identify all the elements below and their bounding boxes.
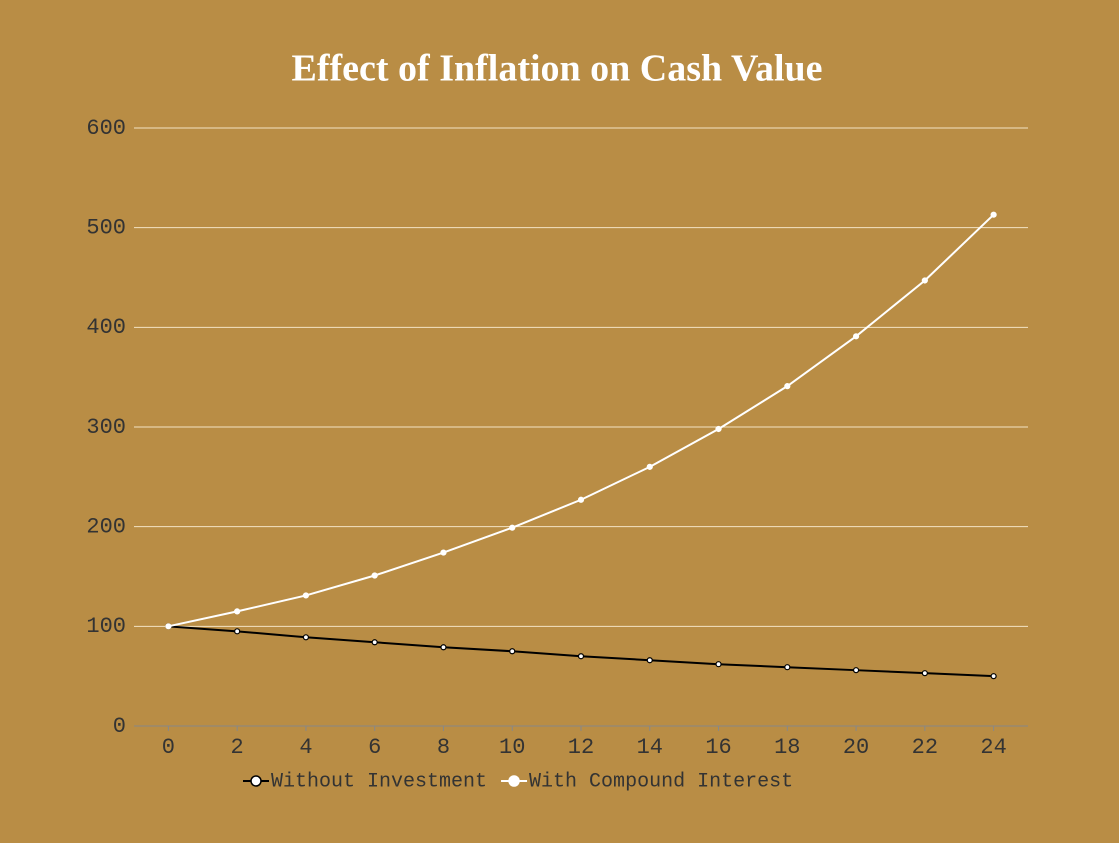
data-point xyxy=(784,664,791,671)
y-tick-label: 500 xyxy=(86,215,126,240)
legend-marker xyxy=(250,775,262,787)
x-tick-label: 16 xyxy=(705,735,731,760)
data-point xyxy=(577,496,585,503)
legend-item: Without Investment xyxy=(243,770,487,793)
y-tick-label: 100 xyxy=(86,614,126,639)
y-tick-label: 300 xyxy=(86,415,126,440)
data-point xyxy=(577,653,585,660)
data-point xyxy=(509,648,516,655)
y-tick-label: 200 xyxy=(86,514,126,539)
y-tick-label: 600 xyxy=(86,116,126,141)
data-point xyxy=(852,667,860,674)
data-point xyxy=(371,572,378,579)
y-tick-label: 400 xyxy=(86,315,126,340)
data-point xyxy=(371,639,378,646)
data-point xyxy=(234,608,241,615)
data-point xyxy=(715,425,722,433)
legend-item: With Compound Interest xyxy=(501,770,793,793)
series-line xyxy=(168,213,995,628)
data-point xyxy=(921,670,928,677)
x-tick-label: 24 xyxy=(980,735,1006,760)
data-point xyxy=(302,592,310,599)
data-point xyxy=(440,549,447,556)
x-tick-label: 6 xyxy=(368,735,381,760)
x-tick-label: 14 xyxy=(637,735,663,760)
data-point xyxy=(990,211,997,218)
data-point xyxy=(165,623,172,630)
x-tick-label: 20 xyxy=(843,735,869,760)
x-tick-label: 12 xyxy=(568,735,594,760)
chart-title: Effect of Inflation on Cash Value xyxy=(292,48,823,90)
data-point xyxy=(852,333,860,340)
legend-label: With Compound Interest xyxy=(529,770,793,793)
data-point xyxy=(715,661,722,668)
data-point xyxy=(784,383,791,390)
x-tick-label: 18 xyxy=(774,735,800,760)
x-tick-label: 0 xyxy=(162,735,175,760)
series-line xyxy=(168,625,994,678)
x-tick-label: 4 xyxy=(299,735,312,760)
data-point xyxy=(646,463,653,470)
data-point xyxy=(234,628,241,635)
data-point xyxy=(440,644,447,651)
y-tick-label: 0 xyxy=(113,714,126,739)
x-tick-label: 8 xyxy=(437,735,450,760)
data-point xyxy=(646,657,653,664)
legend-marker xyxy=(508,775,520,787)
legend-label: Without Investment xyxy=(271,770,487,793)
x-tick-label: 10 xyxy=(499,735,525,760)
data-point xyxy=(509,524,516,531)
data-point xyxy=(990,673,997,680)
x-tick-label: 22 xyxy=(912,735,938,760)
x-tick-label: 2 xyxy=(231,735,244,760)
data-point xyxy=(921,277,928,284)
data-point xyxy=(302,634,310,641)
